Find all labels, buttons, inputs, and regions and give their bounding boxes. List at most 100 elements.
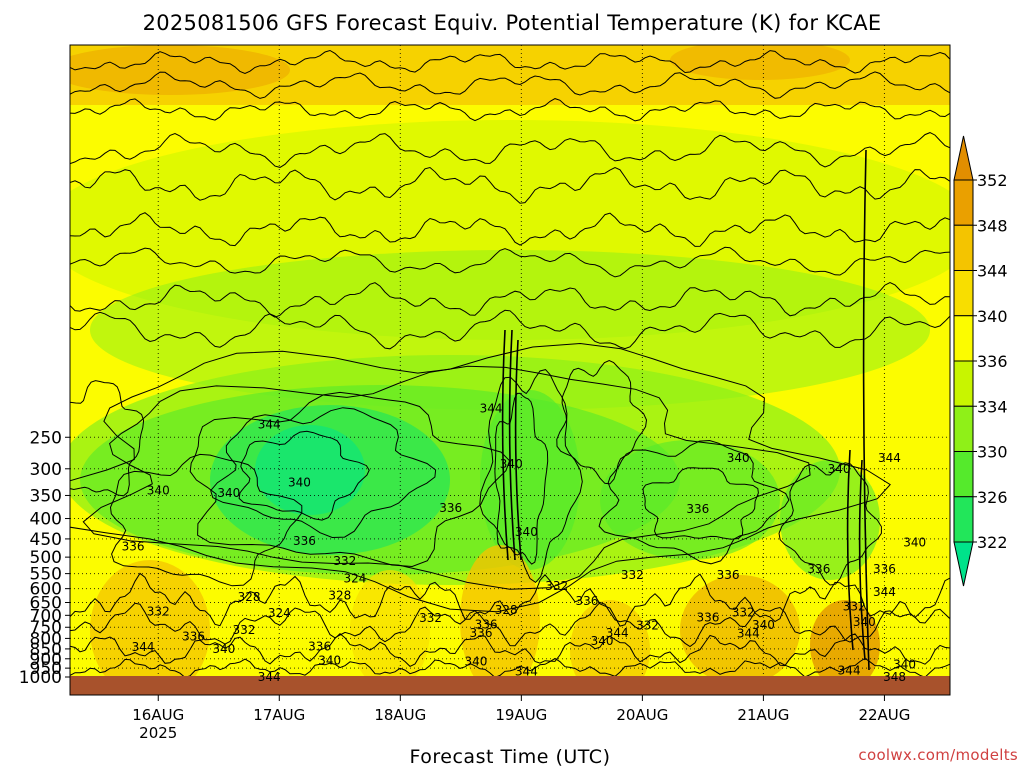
contour-label: 340 xyxy=(217,486,240,500)
contour-label: 340 xyxy=(903,536,926,550)
contour-label: 336 xyxy=(873,562,896,576)
contour-line xyxy=(70,633,950,668)
contour-line xyxy=(508,329,516,561)
y-tick-label: 800 xyxy=(30,629,62,649)
x-axis-label: Forecast Time (UTC) xyxy=(410,746,611,768)
field-upper-warm-core xyxy=(70,45,290,95)
contour-line xyxy=(70,71,950,99)
contour-label: 344 xyxy=(878,451,901,465)
contour-label: 340 xyxy=(591,634,614,648)
x-tick-label: 18AUG xyxy=(374,706,426,724)
contour-label: 336 xyxy=(293,534,316,548)
contour-label: 348 xyxy=(883,670,906,684)
colorbar-segment xyxy=(953,315,974,362)
colorbar-segment xyxy=(953,270,974,317)
field-min-core xyxy=(255,425,365,515)
contour-label: 344 xyxy=(132,640,155,654)
contour-label: 336 xyxy=(696,610,719,624)
contour-label: 344 xyxy=(515,664,538,678)
contour-line xyxy=(70,98,950,122)
contour-label: 340 xyxy=(147,483,170,497)
contour-label: 336 xyxy=(308,639,331,653)
grid-lines xyxy=(70,45,950,695)
contour-label: 340 xyxy=(212,642,235,656)
field-upper-warm-core xyxy=(670,45,850,80)
contour-label: 328 xyxy=(328,589,351,603)
colorbar-tick-label: 340 xyxy=(977,307,1008,326)
contour-line xyxy=(846,449,854,651)
y-axis: 250 300 350 4004505005506006507007508008509… xyxy=(19,428,70,688)
contour-line xyxy=(501,329,509,561)
contour-label: 340 xyxy=(752,618,775,632)
contour-line xyxy=(238,430,370,521)
y-tick-label: 550 xyxy=(30,565,62,585)
colorbar-segment xyxy=(953,405,974,452)
contour-label: 340 xyxy=(318,654,341,668)
contour-label: 336 xyxy=(686,502,709,516)
x-tick-label: 22AUG xyxy=(858,706,910,724)
contour-label: 336 xyxy=(807,562,830,576)
contour-label: 336 xyxy=(575,594,598,608)
field-green-core xyxy=(780,460,880,580)
contour-label: 332 xyxy=(843,599,866,613)
x-tick-label: 16AUG xyxy=(132,706,184,724)
contour-label: 340 xyxy=(288,476,311,490)
y-tick-label: 350 xyxy=(30,486,62,506)
contour-line xyxy=(514,339,522,561)
chart-title: 2025081506 GFS Forecast Equiv. Potential… xyxy=(143,11,882,35)
contour-label: 332 xyxy=(419,611,442,625)
y-tick-label: 950 xyxy=(30,659,62,679)
contour-line xyxy=(479,369,583,584)
ground-surface xyxy=(70,676,950,695)
y-tick-label: 250 xyxy=(30,428,62,448)
contour-label: 340 xyxy=(500,457,523,471)
x-tick-sublabel: 2025 xyxy=(139,724,177,742)
y-tick-label: 500 xyxy=(30,548,62,568)
x-tick-label: 17AUG xyxy=(253,706,305,724)
contour-label: 340 xyxy=(515,525,538,539)
colorbar-tick-label: 334 xyxy=(977,397,1008,416)
contour-label: 336 xyxy=(182,630,205,644)
contour-line xyxy=(70,246,950,278)
contour-label: 328 xyxy=(495,603,518,617)
contour-line xyxy=(109,453,303,587)
y-tick-label: 750 xyxy=(30,618,62,638)
y-tick-label: 600 xyxy=(30,580,62,600)
contour-label: 344 xyxy=(258,670,281,684)
contour-label: 336 xyxy=(475,617,498,631)
x-tick-label: 21AUG xyxy=(737,706,789,724)
contour-label: 344 xyxy=(480,402,503,416)
color-field xyxy=(70,45,950,695)
contour-label: 340 xyxy=(465,654,488,668)
y-tick-label: 400 xyxy=(30,510,62,530)
contour-label: 344 xyxy=(737,627,760,641)
contour-label: 332 xyxy=(147,605,170,619)
contour-label: 336 xyxy=(470,626,493,640)
contour-label: 344 xyxy=(873,585,896,599)
contour-line xyxy=(494,392,549,565)
contour-line xyxy=(70,281,950,318)
contour-label: 336 xyxy=(122,539,145,553)
colorbar-over-arrow xyxy=(953,135,974,181)
contour-label: 332 xyxy=(233,623,256,637)
contour-label: 332 xyxy=(333,554,356,568)
contour-label: 332 xyxy=(636,618,659,632)
colorbar-segment xyxy=(953,224,974,271)
colorbar-segment xyxy=(953,451,974,498)
contour-line xyxy=(70,132,950,168)
y-tick-label: 1000 xyxy=(19,668,62,688)
y-tick-label: 300 xyxy=(30,460,62,480)
contour-line xyxy=(70,601,950,648)
field-warm-plume xyxy=(570,600,650,695)
contour-line xyxy=(858,459,866,661)
contour-line xyxy=(70,380,145,497)
colorbar-under-arrow xyxy=(953,541,974,587)
colorbar-tick-label: 336 xyxy=(977,352,1008,371)
contour-label: 344 xyxy=(606,626,629,640)
field-warm-plume xyxy=(350,570,430,690)
y-tick-label: 900 xyxy=(30,650,62,670)
x-tick-label: 19AUG xyxy=(495,706,547,724)
field-warm-plume xyxy=(460,545,540,695)
